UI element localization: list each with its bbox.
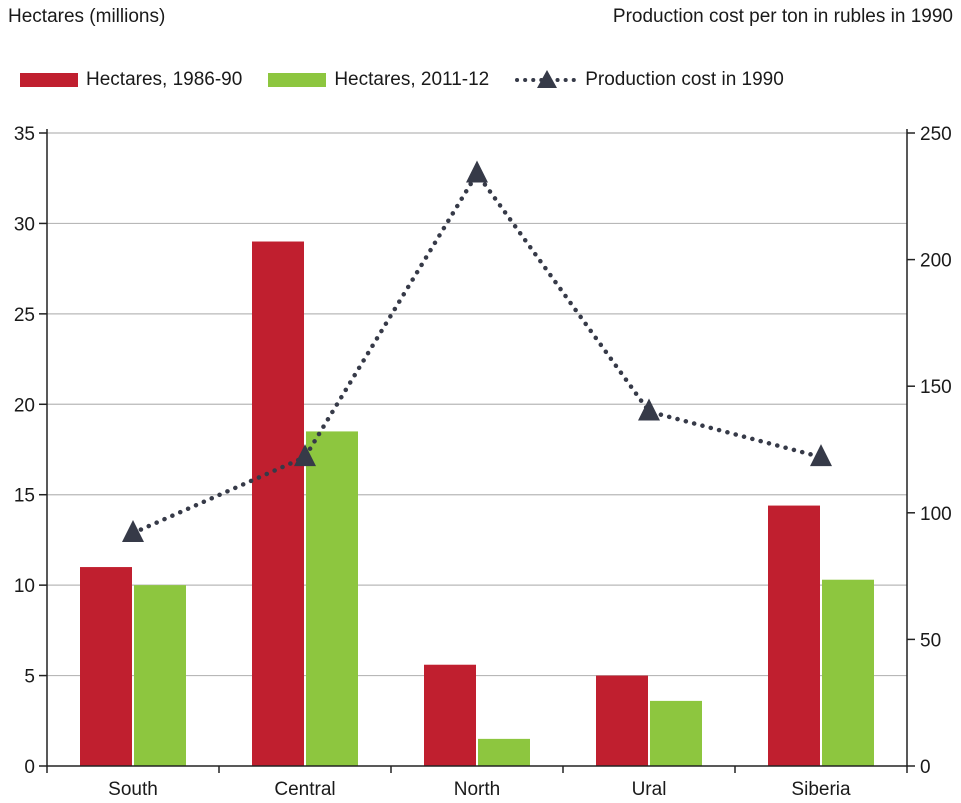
bar-2011-12-siberia [822,579,874,766]
x-tick-label: North [454,779,500,800]
right-tick-label: 250 [920,124,952,145]
left-tick-label: 35 [14,124,35,145]
bar-1986-90-north [424,664,476,766]
right-tick-label: 150 [920,377,952,398]
left-tick-label: 30 [14,214,35,235]
bar-1986-90-central [252,241,304,766]
legend-swatch-dotted-triangle [515,70,580,88]
bar-2011-12-south [134,585,186,766]
legend-label: Hectares, 1986-90 [86,69,243,90]
x-tick-label: Ural [632,779,667,800]
bar-2011-12-central [306,431,358,766]
left-tick-label: 15 [14,486,35,507]
x-tick-label: Central [274,779,335,800]
production-cost-marker-siberia [810,444,832,467]
right-tick-label: 0 [920,757,931,778]
legend-item-production-cost: Production cost in 1990 [515,68,784,92]
right-axis-title: Production cost per ton in rubles in 199… [612,6,953,27]
legend-label: Hectares, 2011-12 [334,69,490,90]
left-tick-label: 0 [24,757,35,778]
right-tick-label: 50 [920,630,941,651]
bar-2011-12-north [478,738,530,766]
left-tick-label: 10 [14,576,35,597]
left-tick-label: 5 [24,667,35,688]
legend-item-hectares-1986-90: Hectares, 1986-90 [20,69,242,91]
left-axis-title: Hectares (millions) [8,6,166,27]
right-tick-label: 200 [920,251,952,272]
legend-swatch-red [20,73,78,87]
legend-label: Production cost in 1990 [585,69,784,90]
left-tick-label: 25 [14,305,35,326]
bar-1986-90-siberia [768,505,820,766]
x-tick-label: Siberia [791,779,851,800]
bar-1986-90-ural [596,675,648,766]
production-cost-marker-ural [638,398,660,421]
left-tick-label: 20 [14,395,35,416]
legend-swatch-green [268,73,327,87]
legend: Hectares, 1986-90 Hectares, 2011-12 Prod… [20,66,810,94]
legend-item-hectares-2011-12: Hectares, 2011-12 [268,69,489,91]
right-tick-label: 100 [920,504,952,525]
bar-2011-12-ural [650,700,702,766]
production-cost-marker-south [122,520,144,543]
x-tick-label: South [108,779,158,800]
production-cost-marker-north [466,160,488,183]
bar-1986-90-south [80,567,132,766]
production-cost-line [130,169,824,536]
production-cost-marker-central [294,444,316,467]
